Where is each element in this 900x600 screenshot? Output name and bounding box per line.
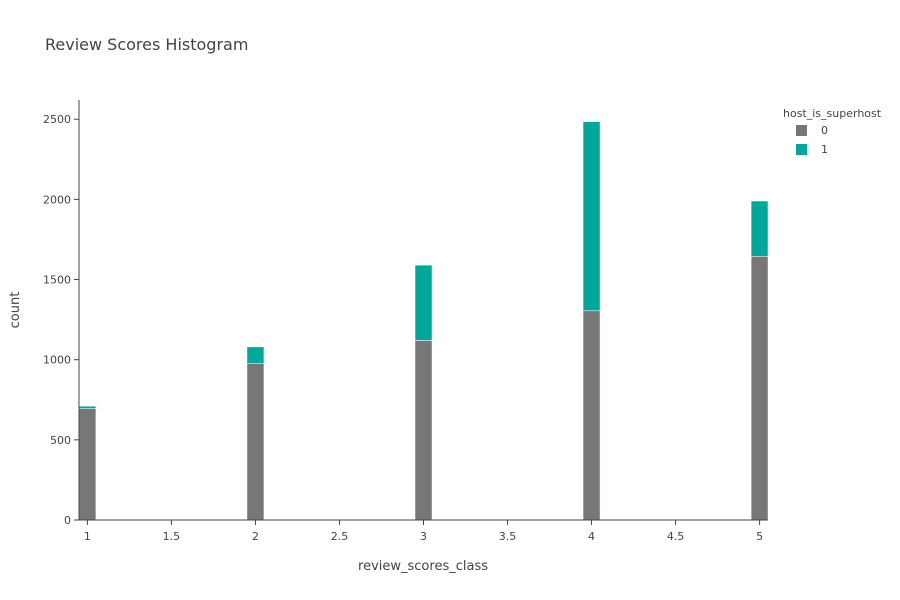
bar-1-series-0[interactable] xyxy=(78,408,97,521)
y-axis-title: count xyxy=(8,292,23,329)
bar-5-series-0[interactable] xyxy=(750,256,769,521)
y-ticks: 0 500 1000 1500 2000 2500 xyxy=(43,113,79,527)
legend-swatch xyxy=(796,125,807,136)
x-tick-label: 2.5 xyxy=(331,530,349,543)
legend-item-1[interactable]: 1 xyxy=(796,143,828,156)
bar-4-series-1[interactable] xyxy=(582,121,601,312)
bar-2-series-1[interactable] xyxy=(246,346,265,364)
legend-swatch xyxy=(796,144,807,155)
legend-item-0[interactable]: 0 xyxy=(796,124,828,137)
y-tick-label: 2500 xyxy=(43,113,71,126)
bar-3-series-0[interactable] xyxy=(414,340,433,521)
chart-title: Review Scores Histogram xyxy=(45,35,248,54)
x-tick-label: 5 xyxy=(756,530,763,543)
legend-label: 0 xyxy=(821,124,828,137)
x-tick-label: 3.5 xyxy=(499,530,517,543)
legend-title: host_is_superhost xyxy=(783,107,882,120)
x-tick-label: 3 xyxy=(420,530,427,543)
bars-layer xyxy=(78,121,769,521)
x-tick-label: 4 xyxy=(588,530,595,543)
y-tick-label: 2000 xyxy=(43,193,71,206)
bar-4-series-0[interactable] xyxy=(582,310,601,521)
y-tick-label: 500 xyxy=(50,434,71,447)
x-axis-title: review_scores_class xyxy=(358,559,488,574)
x-tick-label: 2 xyxy=(252,530,259,543)
bar-2-series-0[interactable] xyxy=(246,363,265,521)
legend: host_is_superhost 01 xyxy=(783,107,882,156)
bar-5-series-1[interactable] xyxy=(750,200,769,257)
y-tick-label: 0 xyxy=(64,514,71,527)
x-tick-label: 1.5 xyxy=(163,530,181,543)
x-ticks: 1 1.5 2 2.5 3 3.5 4 4.5 5 xyxy=(84,520,763,543)
y-tick-label: 1000 xyxy=(43,354,71,367)
bar-3-series-1[interactable] xyxy=(414,264,433,341)
y-tick-label: 1500 xyxy=(43,274,71,287)
legend-items: 01 xyxy=(796,124,828,156)
bar-1-series-1[interactable] xyxy=(78,405,97,409)
x-tick-label: 4.5 xyxy=(667,530,685,543)
x-tick-label: 1 xyxy=(84,530,91,543)
legend-label: 1 xyxy=(821,143,828,156)
